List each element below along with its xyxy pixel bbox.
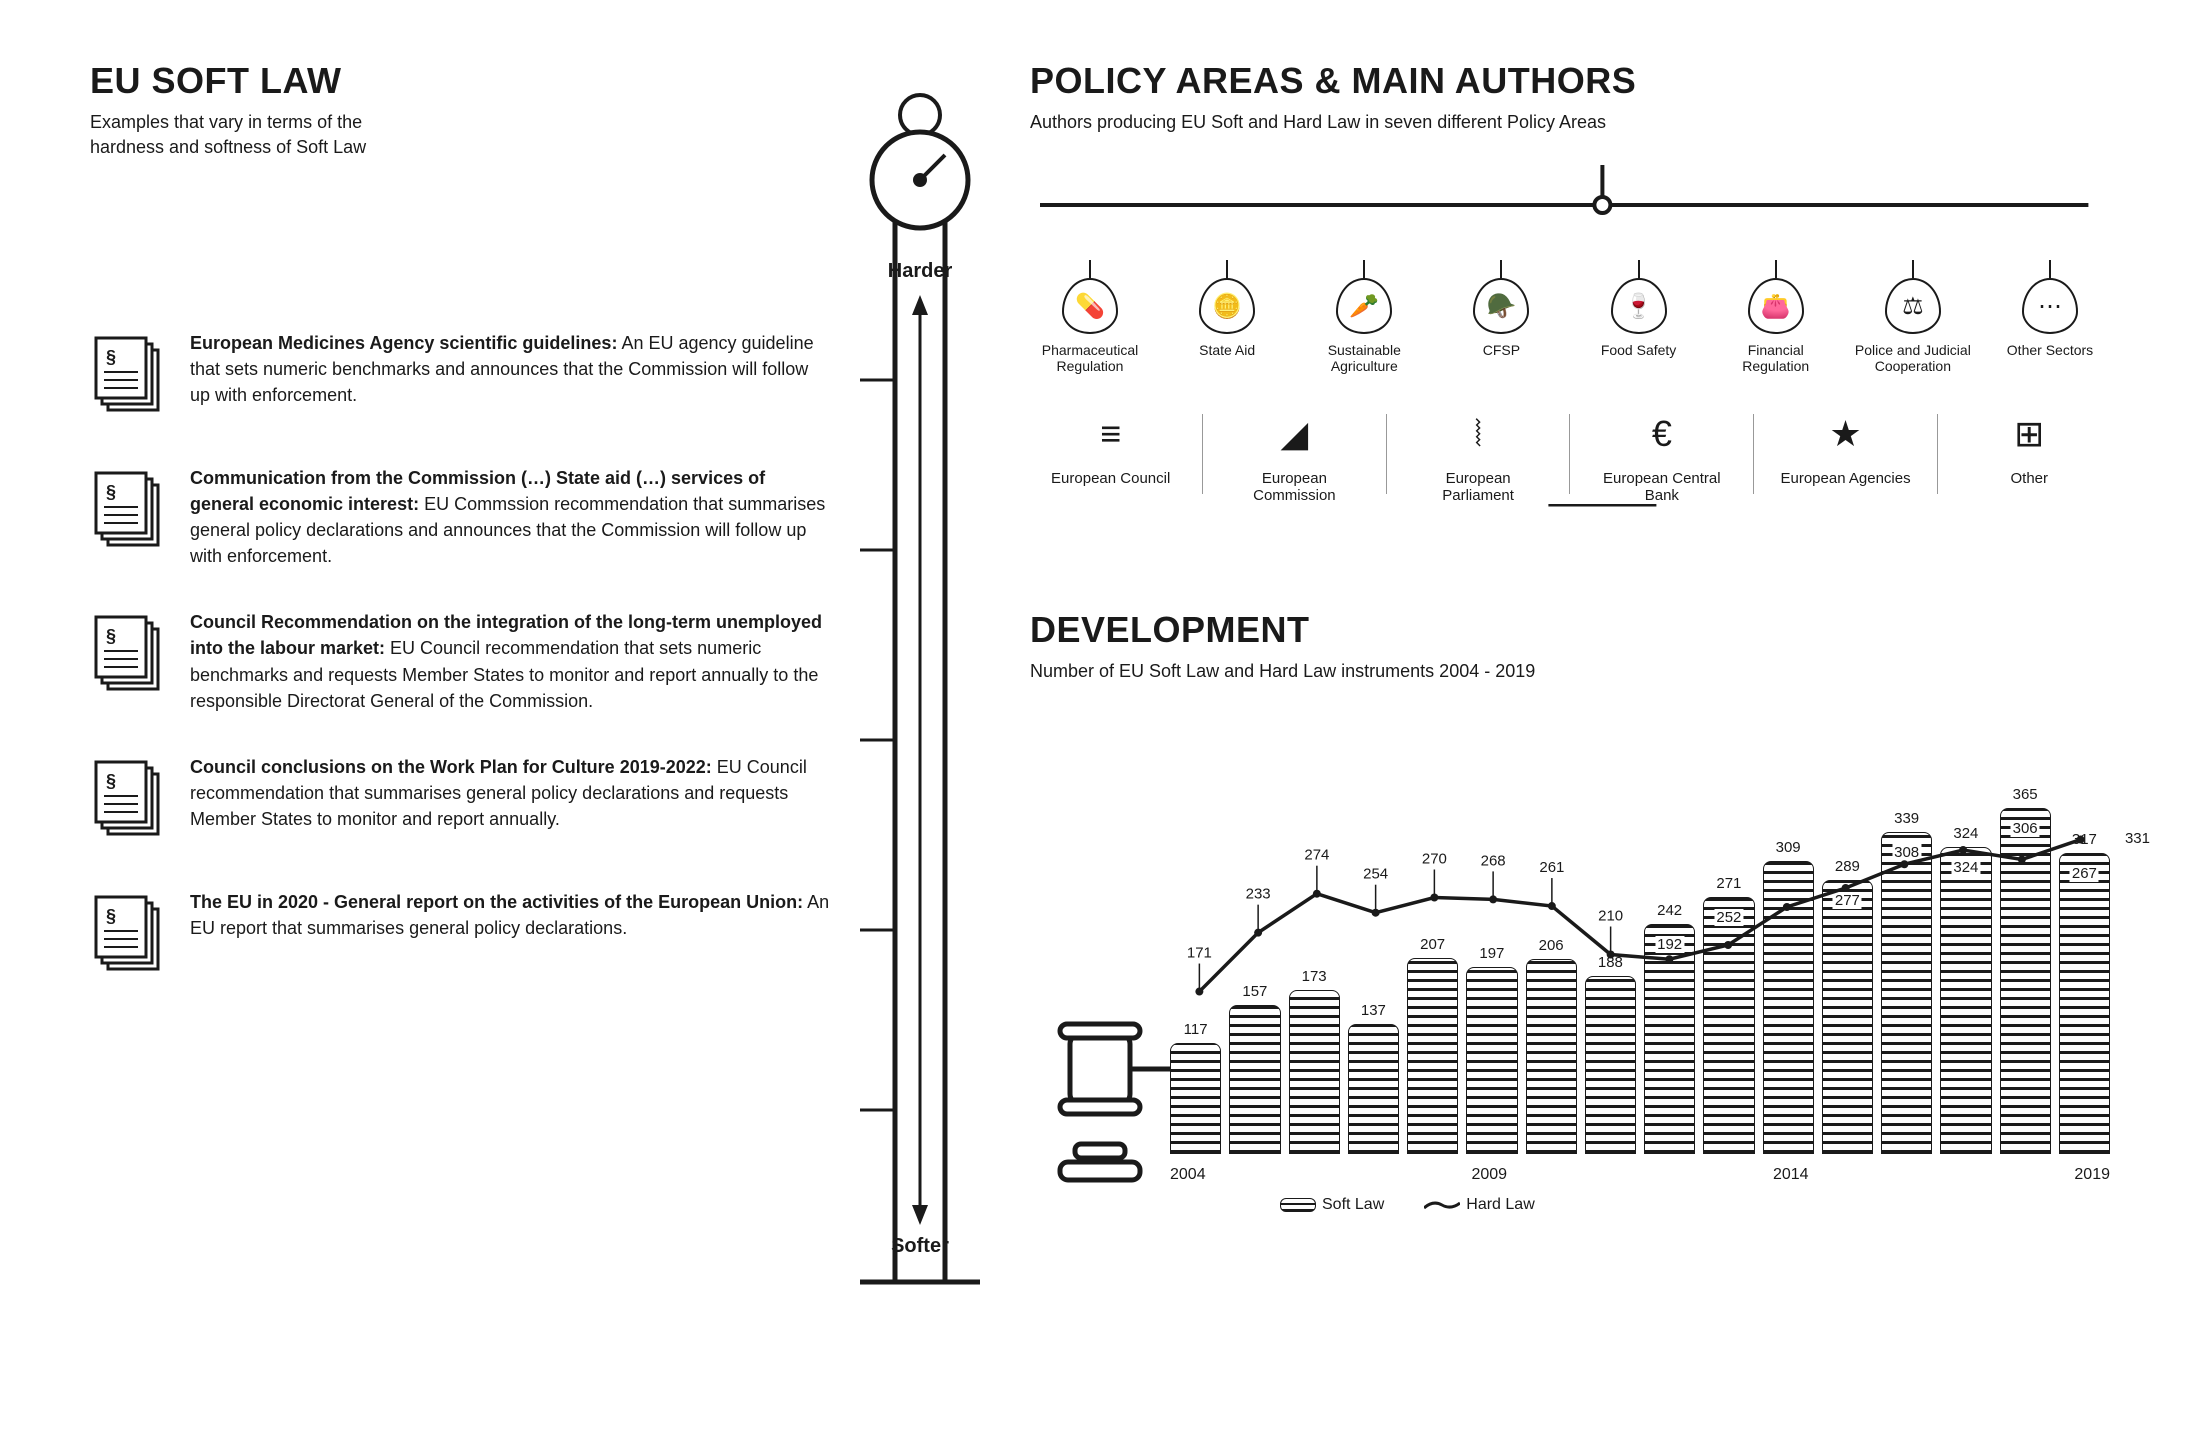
policy-label: Other Sectors xyxy=(1990,342,2110,358)
policy-subtitle: Authors producing EU Soft and Hard Law i… xyxy=(1030,110,2110,135)
svg-text:§: § xyxy=(106,626,116,646)
item-text: European Medicines Agency scientific gui… xyxy=(190,330,830,408)
policy-icon: 👛 xyxy=(1748,278,1804,334)
document-icon: § xyxy=(90,754,170,849)
harder-label: Harder xyxy=(860,260,980,283)
author-icon: € xyxy=(1592,404,1732,464)
policy-areas-section: POLICY AREAS & MAIN AUTHORS Authors prod… xyxy=(1030,60,2110,549)
soft-law-panel: EU SOFT LAW Examples that vary in terms … xyxy=(90,60,990,1390)
hard-value-label: 274 xyxy=(1304,847,1329,864)
softlaw-item: § Council Recommendation on the integrat… xyxy=(90,609,830,713)
dev-title: DEVELOPMENT xyxy=(1030,609,2110,651)
document-icon: § xyxy=(90,465,170,560)
softlaw-item: § European Medicines Agency scientific g… xyxy=(90,330,830,425)
item-text: Council conclusions on the Work Plan for… xyxy=(190,754,830,832)
author-item: ★ European Agencies xyxy=(1776,404,1916,504)
softlaw-subtitle: Examples that vary in terms of the hardn… xyxy=(90,110,990,160)
svg-text:§: § xyxy=(106,347,116,367)
xaxis-tick: 2014 xyxy=(1773,1166,1809,1184)
author-icon: ⊞ xyxy=(1959,404,2099,464)
svg-text:§: § xyxy=(106,771,116,791)
document-icon: § xyxy=(90,889,170,984)
softlaw-item: § Council conclusions on the Work Plan f… xyxy=(90,754,830,849)
policy-title: POLICY AREAS & MAIN AUTHORS xyxy=(1030,60,2110,102)
author-icon: ⦚ xyxy=(1408,404,1548,464)
document-icon: § xyxy=(90,609,170,704)
item-text: Council Recommendation on the integratio… xyxy=(190,609,830,713)
author-label: European Central Bank xyxy=(1592,470,1732,504)
policy-icon: ⋯ xyxy=(2022,278,2078,334)
author-item: ⊞ Other xyxy=(1959,404,2099,504)
policy-label: Police and Judicial Cooperation xyxy=(1853,342,1973,374)
softer-label: Softer xyxy=(860,1235,980,1258)
author-label: European Commission xyxy=(1224,470,1364,504)
policy-area: 🍷 Food Safety xyxy=(1579,260,1699,374)
policy-label: State Aid xyxy=(1167,342,1287,358)
item-text: Communication from the Commission (…) St… xyxy=(190,465,830,569)
legend-soft: Soft Law xyxy=(1322,1196,1384,1213)
softlaw-title: EU SOFT LAW xyxy=(90,60,990,102)
policy-area: 🪙 State Aid xyxy=(1167,260,1287,374)
policy-label: Food Safety xyxy=(1579,342,1699,358)
policy-area: 🥕 Sustainable Agriculture xyxy=(1304,260,1424,374)
hard-value-label: 270 xyxy=(1422,851,1447,868)
development-chart: 117 157 173 137 207 197 206 188 242 1922… xyxy=(1030,714,2110,1214)
legend-hard: Hard Law xyxy=(1466,1196,1534,1213)
policy-label: Sustainable Agriculture xyxy=(1304,342,1424,374)
thermometer: Harder Softer xyxy=(860,60,980,1320)
dev-subtitle: Number of EU Soft Law and Hard Law instr… xyxy=(1030,659,2110,684)
policy-icon: 🍷 xyxy=(1611,278,1667,334)
softlaw-item: § Communication from the Commission (…) … xyxy=(90,465,830,569)
author-icon: ◢ xyxy=(1224,404,1364,464)
policy-area: 🪖 CFSP xyxy=(1441,260,1561,374)
xaxis-tick: 2004 xyxy=(1170,1166,1206,1184)
hard-value-label: 254 xyxy=(1363,866,1388,883)
author-label: European Council xyxy=(1041,470,1181,487)
policy-label: Pharmaceutical Regulation xyxy=(1030,342,1150,374)
policy-area: 👛 Financial Regulation xyxy=(1716,260,1836,374)
author-item: € European Central Bank xyxy=(1592,404,1732,504)
hard-value-label: 268 xyxy=(1481,853,1506,870)
hard-value-label: 233 xyxy=(1246,886,1271,903)
chart-legend: Soft Law Hard Law xyxy=(1280,1196,1535,1214)
hard-end-label: 331 xyxy=(2125,830,2150,847)
document-icon: § xyxy=(90,330,170,425)
policy-icon: ⚖ xyxy=(1885,278,1941,334)
policy-area: ⚖ Police and Judicial Cooperation xyxy=(1853,260,1973,374)
author-icon: ★ xyxy=(1776,404,1916,464)
policy-icon: 💊 xyxy=(1062,278,1118,334)
policy-label: Financial Regulation xyxy=(1716,342,1836,374)
softlaw-item: § The EU in 2020 - General report on the… xyxy=(90,889,830,984)
hard-value-label: 261 xyxy=(1539,859,1564,876)
policy-icon: 🥕 xyxy=(1336,278,1392,334)
policy-label: CFSP xyxy=(1441,342,1561,358)
policy-area: ⋯ Other Sectors xyxy=(1990,260,2110,374)
svg-text:§: § xyxy=(106,906,116,926)
author-item: ≡ European Council xyxy=(1041,404,1181,504)
author-item: ⦚ European Parliament xyxy=(1408,404,1548,504)
xaxis-tick: 2009 xyxy=(1471,1166,1507,1184)
balance-icon xyxy=(1030,165,2110,225)
author-icon: ≡ xyxy=(1041,404,1181,464)
policy-icon: 🪙 xyxy=(1199,278,1255,334)
policy-area: 💊 Pharmaceutical Regulation xyxy=(1030,260,1150,374)
development-section: DEVELOPMENT Number of EU Soft Law and Ha… xyxy=(1030,609,2110,1214)
hard-value-label: 171 xyxy=(1187,945,1212,962)
author-item: ◢ European Commission xyxy=(1224,404,1364,504)
gavel-icon xyxy=(1030,1014,1170,1194)
policy-icon: 🪖 xyxy=(1473,278,1529,334)
author-label: Other xyxy=(1959,470,2099,487)
item-text: The EU in 2020 - General report on the a… xyxy=(190,889,830,941)
xaxis-tick: 2019 xyxy=(2074,1166,2110,1184)
balance-base-icon xyxy=(1030,504,2110,544)
svg-text:§: § xyxy=(106,482,116,502)
author-label: European Parliament xyxy=(1408,470,1548,504)
hard-value-label: 210 xyxy=(1598,908,1623,925)
author-label: European Agencies xyxy=(1776,470,1916,487)
hard-law-line: 171 233 274 254 270 268 261 210 xyxy=(1170,774,2110,1154)
